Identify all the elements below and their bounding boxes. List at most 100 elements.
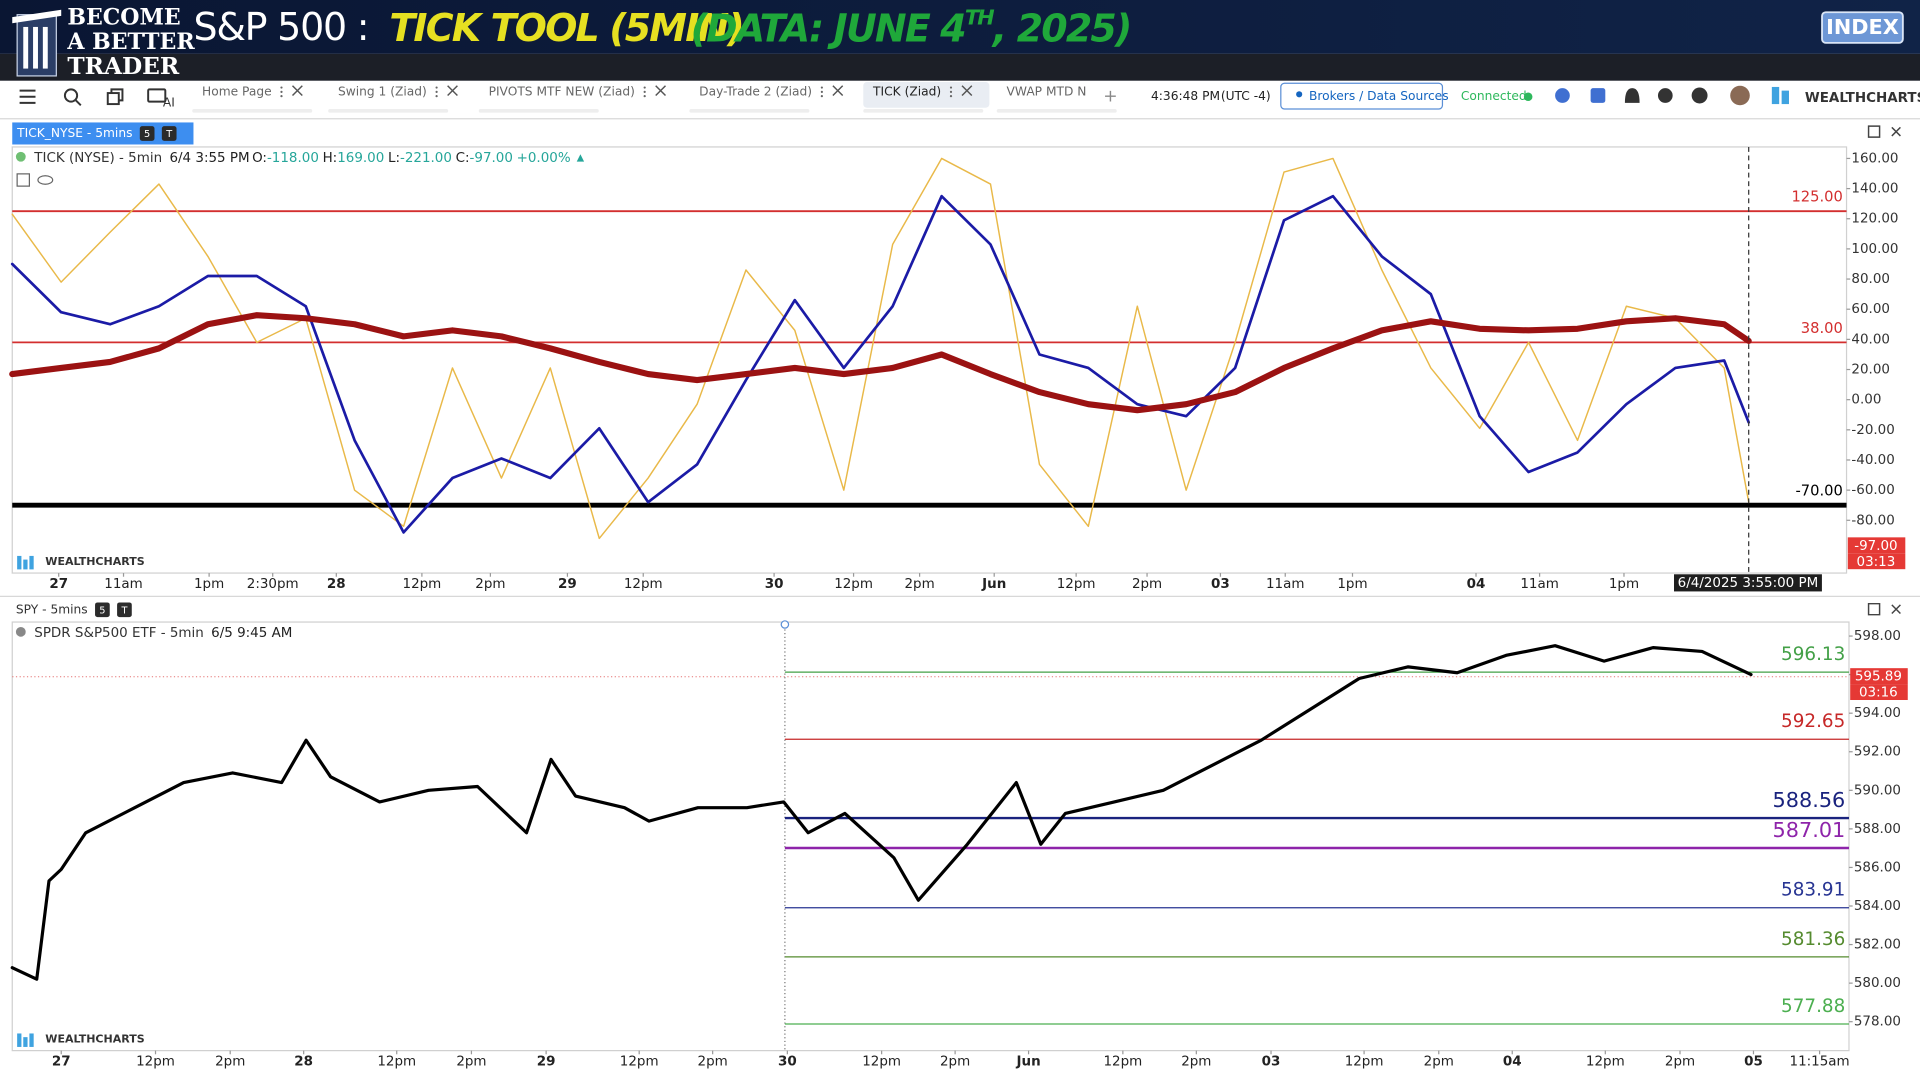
legend-value: -97.00 (470, 151, 513, 166)
x-tick-label: 12pm (1586, 1055, 1625, 1070)
x-tick-label: 30 (765, 577, 784, 592)
maximize[interactable] (1867, 602, 1881, 616)
close[interactable] (1891, 604, 1901, 614)
tab[interactable]: Swing 1 (Ziad) (338, 84, 427, 98)
y-tick-label: 100.00 (1851, 242, 1898, 257)
legend-value: -118.00 (267, 151, 319, 166)
level-label: 592.65 (1781, 711, 1845, 732)
settings-icon[interactable] (1657, 88, 1673, 103)
legend-arrow (576, 154, 585, 162)
banner-title: S&P 500 : (193, 5, 368, 49)
index-badge (1821, 11, 1904, 44)
close[interactable] (1891, 126, 1901, 137)
x-tick-label: 11am (1266, 577, 1304, 592)
tab-menu-dot (820, 95, 823, 98)
panel-label: TICK_NYSE - 5mins (16, 126, 132, 140)
y-tick-label: -20.00 (1851, 423, 1894, 438)
tab[interactable]: Home Page (202, 84, 272, 98)
last-price-tag (1850, 668, 1908, 685)
x-tick-label: 30 (778, 1055, 797, 1070)
y-tick-label: -60.00 (1851, 483, 1894, 498)
alerts-icon[interactable] (1624, 88, 1640, 103)
ai-label: AI (163, 95, 175, 109)
series-line (10, 644, 1753, 981)
tab[interactable]: VWAP MTD N (1007, 84, 1087, 98)
tabs: Home Page Swing 1 (Ziad) PIVOTS MTF NEW (Z… (192, 82, 1117, 113)
x-tick-label: 12pm (136, 1055, 175, 1070)
toolbar-actions (1555, 85, 1789, 106)
tab-close[interactable] (291, 85, 303, 97)
legend-add[interactable] (16, 173, 30, 187)
panel-badge (117, 602, 132, 618)
brokers-button[interactable] (1280, 82, 1444, 110)
y-tick-label: 120.00 (1851, 212, 1898, 227)
date-text: , 2025) (991, 6, 1131, 50)
x-tick-label: 1pm (1337, 577, 1367, 592)
y-tick-label: 598.00 (1854, 629, 1901, 644)
tab-menu-dot (643, 90, 646, 93)
y-tick-label: 160.00 (1851, 151, 1898, 166)
tab-menu-dot (949, 90, 953, 93)
users-icon[interactable] (1555, 88, 1570, 103)
panel-badge-text: T (120, 605, 127, 616)
last-price: 595.89 (1855, 670, 1902, 685)
tab-close[interactable] (961, 85, 973, 97)
timezone: (UTC -4) (1221, 89, 1271, 103)
y-tick-label: -40.00 (1851, 453, 1894, 468)
watermark-icon (29, 1033, 34, 1047)
countdown-tag (1850, 684, 1908, 701)
tab-menu-dot (435, 90, 438, 93)
brand: WEALTHCHARTS (1805, 91, 1920, 106)
legend-value: -221.00 (400, 151, 452, 166)
save-icon[interactable] (1590, 88, 1606, 103)
tab-close[interactable] (655, 85, 667, 97)
active-tab (863, 82, 990, 108)
tab-menu-dot (435, 86, 438, 89)
tab[interactable]: TICK (Ziad) (872, 84, 941, 98)
y-tick-label: 586.00 (1854, 860, 1901, 875)
panel-badge-text: T (165, 129, 172, 140)
tab-close[interactable] (447, 85, 458, 97)
y-tick-label: 578.00 (1854, 1015, 1901, 1030)
x-tick-label: 1pm (194, 577, 224, 592)
avatar[interactable] (1730, 85, 1750, 106)
cursor-label: 6/4/2025 3:55:00 PM (1678, 576, 1819, 591)
legend-eye[interactable] (37, 175, 54, 185)
x-tick-label: 03 (1262, 1055, 1281, 1070)
plot-area (11, 621, 1850, 1052)
y-tick-label: 0.00 (1851, 393, 1881, 408)
x-tick-label: 2pm (940, 1055, 970, 1070)
level-label: 587.01 (1773, 818, 1846, 842)
x-tick-label: 28 (294, 1055, 313, 1070)
level-label: -70.00 (1795, 483, 1842, 500)
y-tick-label: 590.00 (1854, 783, 1901, 798)
tab-underline (996, 108, 1117, 113)
help-icon[interactable] (1691, 87, 1708, 104)
x-tick-label: 03 (1211, 577, 1230, 592)
series-line (10, 194, 1751, 534)
toolbar-icons (19, 88, 167, 106)
x-tick-label: 12pm (403, 577, 442, 592)
x-tick-label: 11:15am (1790, 1055, 1850, 1070)
tab-menu-dot (435, 95, 438, 98)
tab-underline (478, 108, 599, 113)
tab-menu-dot (643, 95, 646, 98)
date-sup: TH (965, 5, 994, 29)
tab[interactable]: PIVOTS MTF NEW (Ziad) (489, 84, 635, 98)
countdown-tag (1847, 553, 1906, 570)
maximize[interactable] (1867, 125, 1881, 138)
x-tick-label: 12pm (1103, 1055, 1142, 1070)
tab-underline (863, 108, 984, 113)
watermark: WEALTHCHARTS (45, 1033, 144, 1046)
tab-close[interactable] (832, 85, 844, 97)
add-tab[interactable]: + (1103, 87, 1117, 107)
banner-date: (DATA: JUNE 4TH, 2025) (691, 5, 1131, 50)
x-tick-label: 04 (1503, 1055, 1522, 1070)
index-badge-text: INDEX (1826, 15, 1899, 39)
x-tick-label: 2pm (456, 1055, 486, 1070)
date-text: (DATA: JUNE 4 (691, 6, 966, 50)
panel-badge (95, 602, 110, 618)
tab[interactable]: Day-Trade 2 (Ziad) (699, 84, 812, 98)
session-marker (780, 620, 790, 629)
